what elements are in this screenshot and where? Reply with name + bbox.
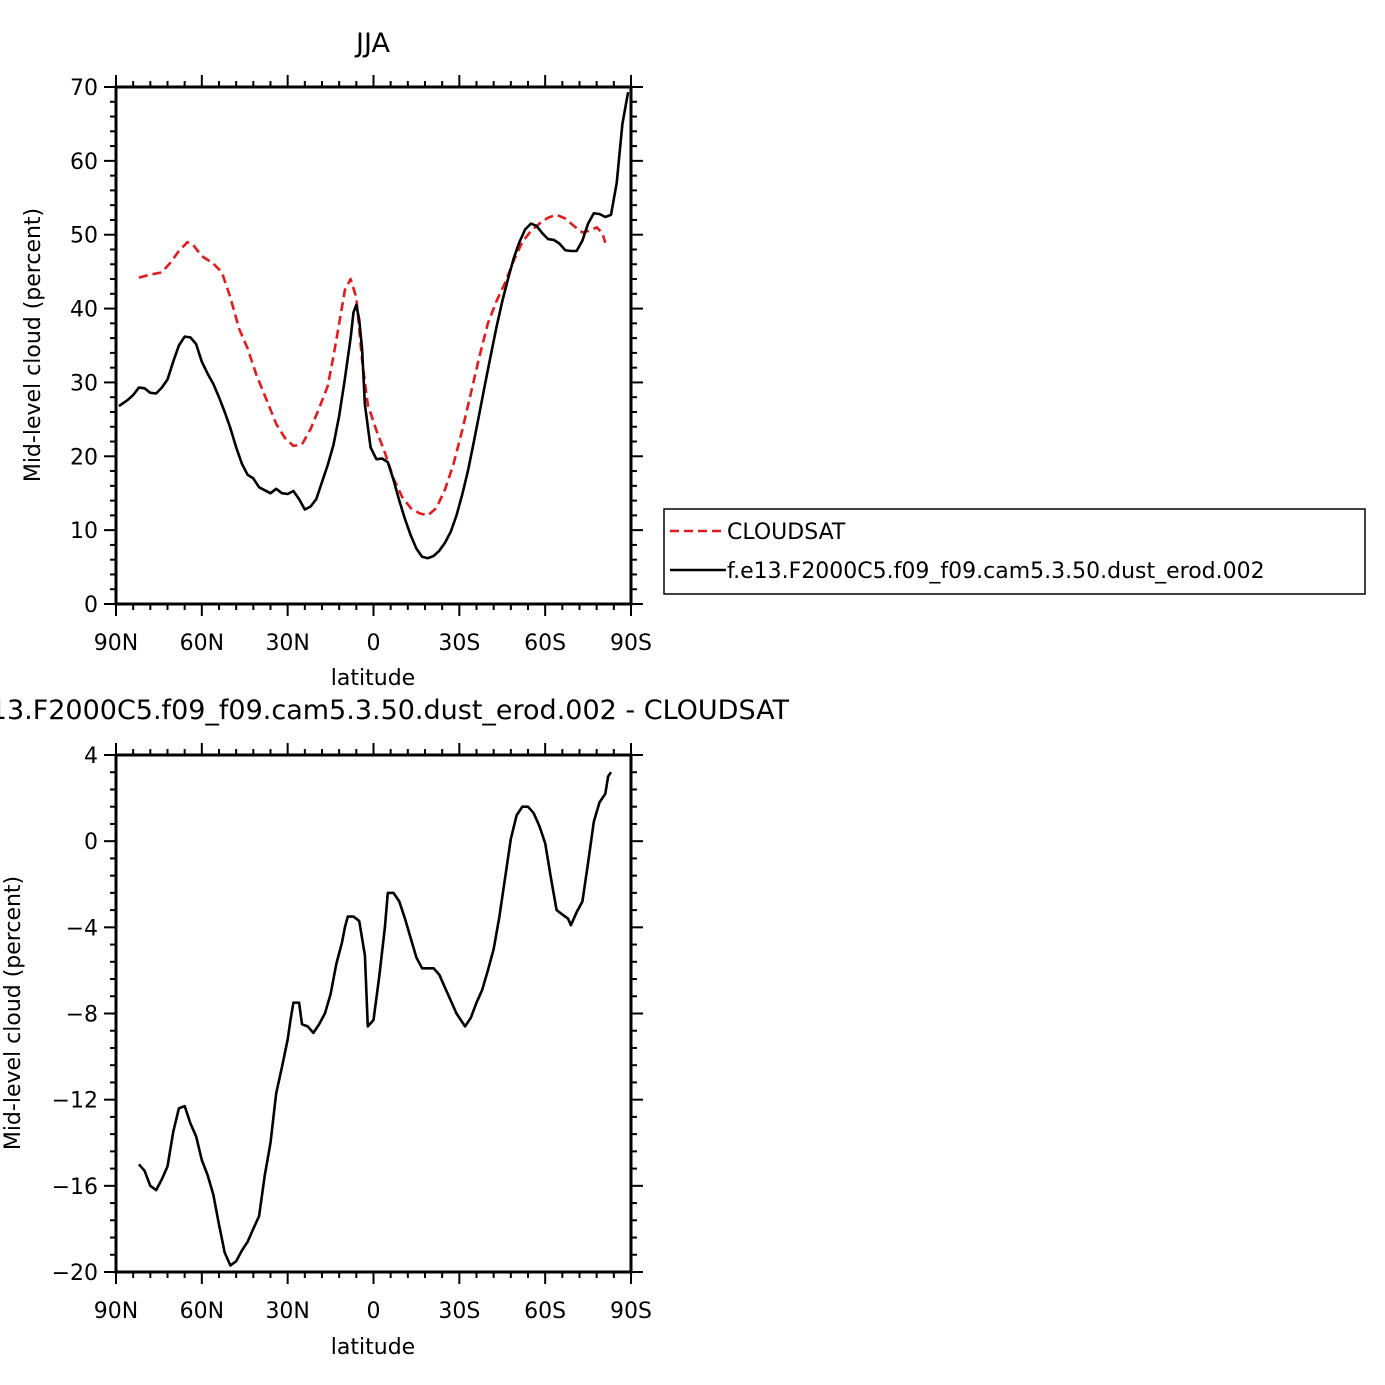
x-tick-label: 60S (524, 631, 566, 656)
y-tick-label: −16 (52, 1175, 98, 1200)
y-tick-label: 0 (84, 593, 98, 618)
legend-box (663, 508, 1366, 595)
y-tick-label: 40 (70, 298, 98, 323)
bottom-y-axis-title: Mid-level cloud (percent) (1, 876, 26, 1150)
y-tick-label: 50 (70, 224, 98, 249)
top-series-line-1 (118, 91, 630, 560)
y-tick-label: −12 (52, 1089, 98, 1114)
y-tick-label: 30 (70, 371, 98, 396)
y-tick-label: 20 (70, 445, 98, 470)
bottom-series-group (137, 771, 613, 1267)
x-tick-label: 0 (367, 1299, 381, 1324)
legend: CLOUDSAT f.e13.F2000C5.f09_f09.cam5.3.50… (663, 508, 1366, 595)
top-x-axis-title: latitude (331, 666, 415, 691)
legend-label-cloudsat: CLOUDSAT (727, 520, 846, 545)
y-tick-label: −4 (66, 916, 98, 941)
x-tick-label: 30N (265, 1299, 309, 1324)
x-tick-label: 90N (94, 1299, 138, 1324)
y-tick-label: 4 (84, 744, 98, 769)
top-y-axis-title: Mid-level cloud (percent) (21, 208, 46, 482)
x-tick-label: 60S (524, 1299, 566, 1324)
y-tick-label: 60 (70, 150, 98, 175)
x-tick-label: 90S (610, 631, 652, 656)
bottom-series-line-0 (137, 771, 613, 1267)
x-tick-label: 30S (438, 631, 480, 656)
bottom-x-axis-title: latitude (331, 1335, 415, 1360)
y-tick-label: 0 (84, 830, 98, 855)
y-tick-label: −20 (52, 1261, 98, 1286)
x-tick-label: 90S (610, 1299, 652, 1324)
top-plot-title: JJA (354, 28, 390, 59)
bottom-x-axis: 90N 60N 30N 0 30S 60S 90S (94, 743, 652, 1324)
x-tick-label: 0 (367, 631, 381, 656)
x-tick-label: 30N (265, 631, 309, 656)
y-tick-label: 70 (70, 76, 98, 101)
top-series-line-0 (138, 213, 607, 517)
bottom-panel: f.e13.F2000C5.f09_f09.cam5.3.50.dust_ero… (0, 695, 789, 1360)
x-tick-label: 90N (94, 631, 138, 656)
x-tick-label: 60N (180, 631, 224, 656)
top-plot-frame (114, 85, 633, 606)
bottom-y-axis: −20 −16 −12 −8 −4 0 4 (52, 744, 643, 1286)
bottom-plot-title: f.e13.F2000C5.f09_f09.cam5.3.50.dust_ero… (0, 695, 789, 726)
legend-label-model: f.e13.F2000C5.f09_f09.cam5.3.50.dust_ero… (727, 559, 1265, 584)
x-tick-label: 30S (438, 1299, 480, 1324)
x-tick-label: 60N (180, 1299, 224, 1324)
y-tick-label: −8 (66, 1003, 98, 1028)
top-y-axis: 0 10 20 30 40 50 60 70 (70, 76, 643, 618)
top-x-axis: 90N 60N 30N 0 30S 60S 90S (94, 75, 652, 656)
y-tick-label: 10 (70, 519, 98, 544)
top-series-group (118, 91, 630, 560)
